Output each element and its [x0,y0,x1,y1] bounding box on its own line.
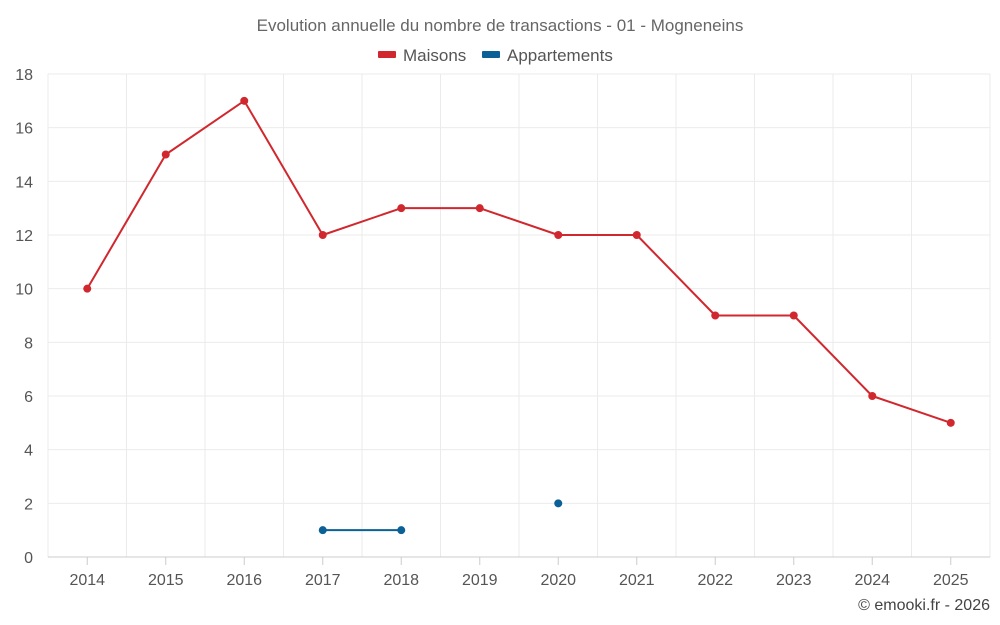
data-point-maisons-2014[interactable] [83,284,92,293]
y-tick-label: 0 [24,550,33,567]
data-point-appartements-2018[interactable] [397,526,406,535]
data-point-maisons-2025[interactable] [946,418,955,427]
x-tick-label: 2021 [619,572,655,589]
x-tick-label: 2023 [776,572,812,589]
data-point-maisons-2016[interactable] [240,96,249,105]
x-tick-label: 2024 [854,572,890,589]
data-point-maisons-2018[interactable] [397,204,406,213]
x-tick-label: 2016 [226,572,262,589]
data-point-maisons-2017[interactable] [318,231,327,239]
data-point-maisons-2020[interactable] [554,231,563,239]
legend-swatch-appartements [482,51,500,58]
data-point-maisons-2023[interactable] [789,311,798,320]
y-tick-label: 6 [24,389,33,406]
x-tick-label: 2020 [540,572,576,589]
y-tick-label: 2 [24,496,33,513]
data-point-maisons-2015[interactable] [161,150,170,159]
y-tick-label: 18 [15,67,33,84]
grid [47,73,991,557]
x-axis: 2014 2015 2016 2017 2018 2019 2020 2021 2022 2023… [48,556,990,589]
data-point-maisons-2021[interactable] [632,231,641,239]
x-tick-label: 2019 [462,572,498,589]
y-tick-label: 4 [24,443,33,460]
series-line-maisons [86,99,952,424]
credit-text: © emooki.fr - 2026 [858,597,990,614]
y-tick-label: 16 [15,121,33,138]
data-point-maisons-2022[interactable] [711,311,720,320]
data-point-appartements-2017[interactable] [318,526,327,535]
y-tick-label: 10 [15,282,33,299]
data-point-appartements-2020[interactable] [554,499,563,508]
x-tick-label: 2025 [933,572,969,589]
x-tick-label: 2017 [305,572,341,589]
x-tick-label: 2018 [383,572,419,589]
legend: Maisons Appartements [378,46,613,65]
y-axis: 0 2 4 6 8 10 12 14 16 18 [15,67,33,567]
x-tick-label: 2015 [148,572,184,589]
y-tick-label: 8 [24,335,33,352]
x-tick-label: 2022 [697,572,733,589]
y-tick-label: 14 [15,174,33,191]
legend-label-maisons[interactable]: Maisons [403,46,466,65]
chart-title: Evolution annuelle du nombre de transact… [257,16,744,35]
legend-label-appartements[interactable]: Appartements [507,46,613,65]
series [83,96,955,535]
data-point-maisons-2019[interactable] [475,204,484,213]
data-point-maisons-2024[interactable] [868,392,877,400]
x-tick-label: 2014 [69,572,105,589]
legend-swatch-maisons [378,51,396,58]
y-tick-label: 12 [15,228,33,245]
